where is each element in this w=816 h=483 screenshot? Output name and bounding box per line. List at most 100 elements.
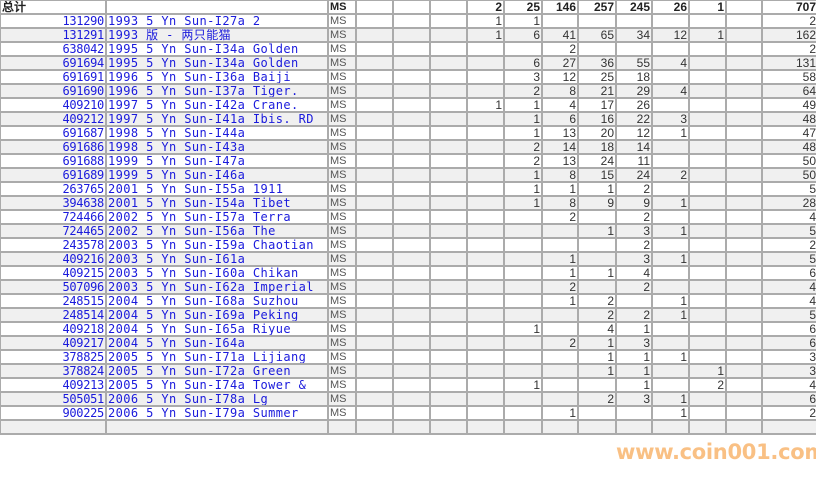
count-cell	[688, 195, 727, 211]
item-id-link[interactable]: 505051	[0, 391, 107, 407]
item-description-link[interactable]: 2002 5 Yn Sun-I57a Terra	[105, 209, 329, 225]
item-description-link[interactable]: 2004 5 Yn Sun-I69a Peking	[105, 307, 329, 323]
item-id-link[interactable]: 409213	[0, 377, 107, 393]
grade-cell: MS	[327, 69, 357, 85]
count-cell	[503, 265, 543, 281]
item-id-link[interactable]: 131290	[0, 13, 107, 29]
item-id-link[interactable]: 248515	[0, 293, 107, 309]
table-row: 691690 1996 5 Yn Sun-I37a Tiger. MS 2 8 21 29 4…	[0, 83, 816, 99]
empty-cell	[392, 139, 431, 155]
item-id-link[interactable]: 394638	[0, 195, 107, 211]
empty-cell	[392, 13, 431, 29]
item-description-link[interactable]: 1998 5 Yn Sun-I43a	[105, 139, 329, 155]
item-description-link[interactable]: 2003 5 Yn Sun-I59a Chaotian	[105, 237, 329, 253]
item-id-link[interactable]: 507096	[0, 279, 107, 295]
empty-cell	[577, 419, 617, 435]
item-description-link[interactable]: 2005 5 Yn Sun-I72a Green	[105, 363, 329, 379]
item-description-link[interactable]: 2005 5 Yn Sun-I71a Lijiang	[105, 349, 329, 365]
item-id-link[interactable]: 724466	[0, 209, 107, 225]
item-description-link[interactable]: 2005 5 Yn Sun-I74a Tower &	[105, 377, 329, 393]
count-cell	[503, 209, 543, 225]
empty-cell	[466, 419, 505, 435]
item-id-link[interactable]: 409218	[0, 321, 107, 337]
empty-cell	[355, 83, 394, 99]
item-description-link[interactable]: 1995 5 Yn Sun-I34a Golden	[105, 55, 329, 71]
item-id-link[interactable]: 378824	[0, 363, 107, 379]
count-cell: 1	[541, 181, 579, 197]
item-description-link[interactable]: 2003 5 Yn Sun-I61a	[105, 251, 329, 267]
item-description-link[interactable]: 1995 5 Yn Sun-I34a Golden	[105, 41, 329, 57]
item-id-link[interactable]: 691687	[0, 125, 107, 141]
item-id-link[interactable]: 691686	[0, 139, 107, 155]
total-cell: 4	[761, 377, 816, 393]
item-id-link[interactable]: 131291	[0, 27, 107, 43]
item-description-link[interactable]: 1993 版 - 两只能猫	[105, 27, 329, 43]
item-id-link[interactable]: 724465	[0, 223, 107, 239]
item-description-link[interactable]: 1998 5 Yn Sun-I44a	[105, 125, 329, 141]
count-cell	[688, 97, 727, 113]
item-description-link[interactable]: 1999 5 Yn Sun-I46a	[105, 167, 329, 183]
empty-cell	[392, 307, 431, 323]
item-description-link[interactable]: 2003 5 Yn Sun-I60a Chikan	[105, 265, 329, 281]
count-cell	[466, 405, 505, 421]
item-description-link[interactable]: 2003 5 Yn Sun-I62a Imperial	[105, 279, 329, 295]
count-cell: 22	[615, 111, 653, 127]
count-cell: 6	[503, 27, 543, 43]
item-id-link[interactable]: 691691	[0, 69, 107, 85]
item-id-link[interactable]: 409217	[0, 335, 107, 351]
item-id-link[interactable]: 409212	[0, 111, 107, 127]
item-description-link[interactable]: 1993 5 Yn Sun-I27a 2	[105, 13, 329, 29]
empty-cell	[355, 321, 394, 337]
grade-cell: MS	[327, 41, 357, 57]
item-description-link[interactable]: 1999 5 Yn Sun-I47a	[105, 153, 329, 169]
count-cell: 1	[503, 195, 543, 211]
item-id-link[interactable]: 409216	[0, 251, 107, 267]
empty-cell	[392, 153, 431, 169]
item-description-link[interactable]: 2006 5 Yn Sun-I79a Summer	[105, 405, 329, 421]
count-cell	[688, 153, 727, 169]
item-id-link[interactable]: 263765	[0, 181, 107, 197]
item-description-link[interactable]: 2002 5 Yn Sun-I56a The	[105, 223, 329, 239]
item-description-link[interactable]: 1997 5 Yn Sun-I41a Ibis. RD	[105, 111, 329, 127]
item-id-link[interactable]: 900225	[0, 405, 107, 421]
item-id-link[interactable]: 378825	[0, 349, 107, 365]
total-cell: 5	[761, 181, 816, 197]
item-id-link[interactable]: 638042	[0, 41, 107, 57]
item-id-link[interactable]: 691690	[0, 83, 107, 99]
empty-cell	[355, 41, 394, 57]
item-description-link[interactable]: 2001 5 Yn Sun-I55a 1911	[105, 181, 329, 197]
item-id-link[interactable]: 691688	[0, 153, 107, 169]
item-id-link[interactable]: 691694	[0, 55, 107, 71]
count-cell	[651, 265, 690, 281]
table-row: 131290 1993 5 Yn Sun-I27a 2 MS 1 1 2	[0, 13, 816, 29]
count-cell	[725, 181, 763, 197]
grade-cell: MS	[327, 153, 357, 169]
item-description-link[interactable]: 2004 5 Yn Sun-I64a	[105, 335, 329, 351]
count-cell	[688, 69, 727, 85]
count-cell: 2	[541, 335, 579, 351]
grade-cell: MS	[327, 167, 357, 183]
item-description-link[interactable]: 2004 5 Yn Sun-I68a Suzhou	[105, 293, 329, 309]
item-id-link[interactable]: 691689	[0, 167, 107, 183]
header-col: 245	[615, 0, 653, 15]
table-row: 691687 1998 5 Yn Sun-I44a MS 1 13 20 12 1 47	[0, 125, 816, 141]
empty-cell	[429, 139, 468, 155]
grade-cell: MS	[327, 391, 357, 407]
item-description-link[interactable]: 2001 5 Yn Sun-I54a Tibet	[105, 195, 329, 211]
item-id-link[interactable]: 248514	[0, 307, 107, 323]
item-id-link[interactable]: 409215	[0, 265, 107, 281]
item-id-link[interactable]: 243578	[0, 237, 107, 253]
item-description-link[interactable]: 1996 5 Yn Sun-I37a Tiger.	[105, 83, 329, 99]
item-description-link[interactable]: 2006 5 Yn Sun-I78a Lg	[105, 391, 329, 407]
item-description-link[interactable]: 1997 5 Yn Sun-I42a Crane.	[105, 97, 329, 113]
table-row: 724465 2002 5 Yn Sun-I56a The MS 1 3 1 5	[0, 223, 816, 239]
empty-cell	[355, 279, 394, 295]
item-id-link[interactable]: 409210	[0, 97, 107, 113]
count-cell: 2	[615, 307, 653, 323]
count-cell	[688, 111, 727, 127]
header-empty	[355, 0, 394, 15]
empty-cell	[392, 209, 431, 225]
item-description-link[interactable]: 2004 5 Yn Sun-I65a Riyue	[105, 321, 329, 337]
item-description-link[interactable]: 1996 5 Yn Sun-I36a Baiji	[105, 69, 329, 85]
count-cell: 14	[615, 139, 653, 155]
